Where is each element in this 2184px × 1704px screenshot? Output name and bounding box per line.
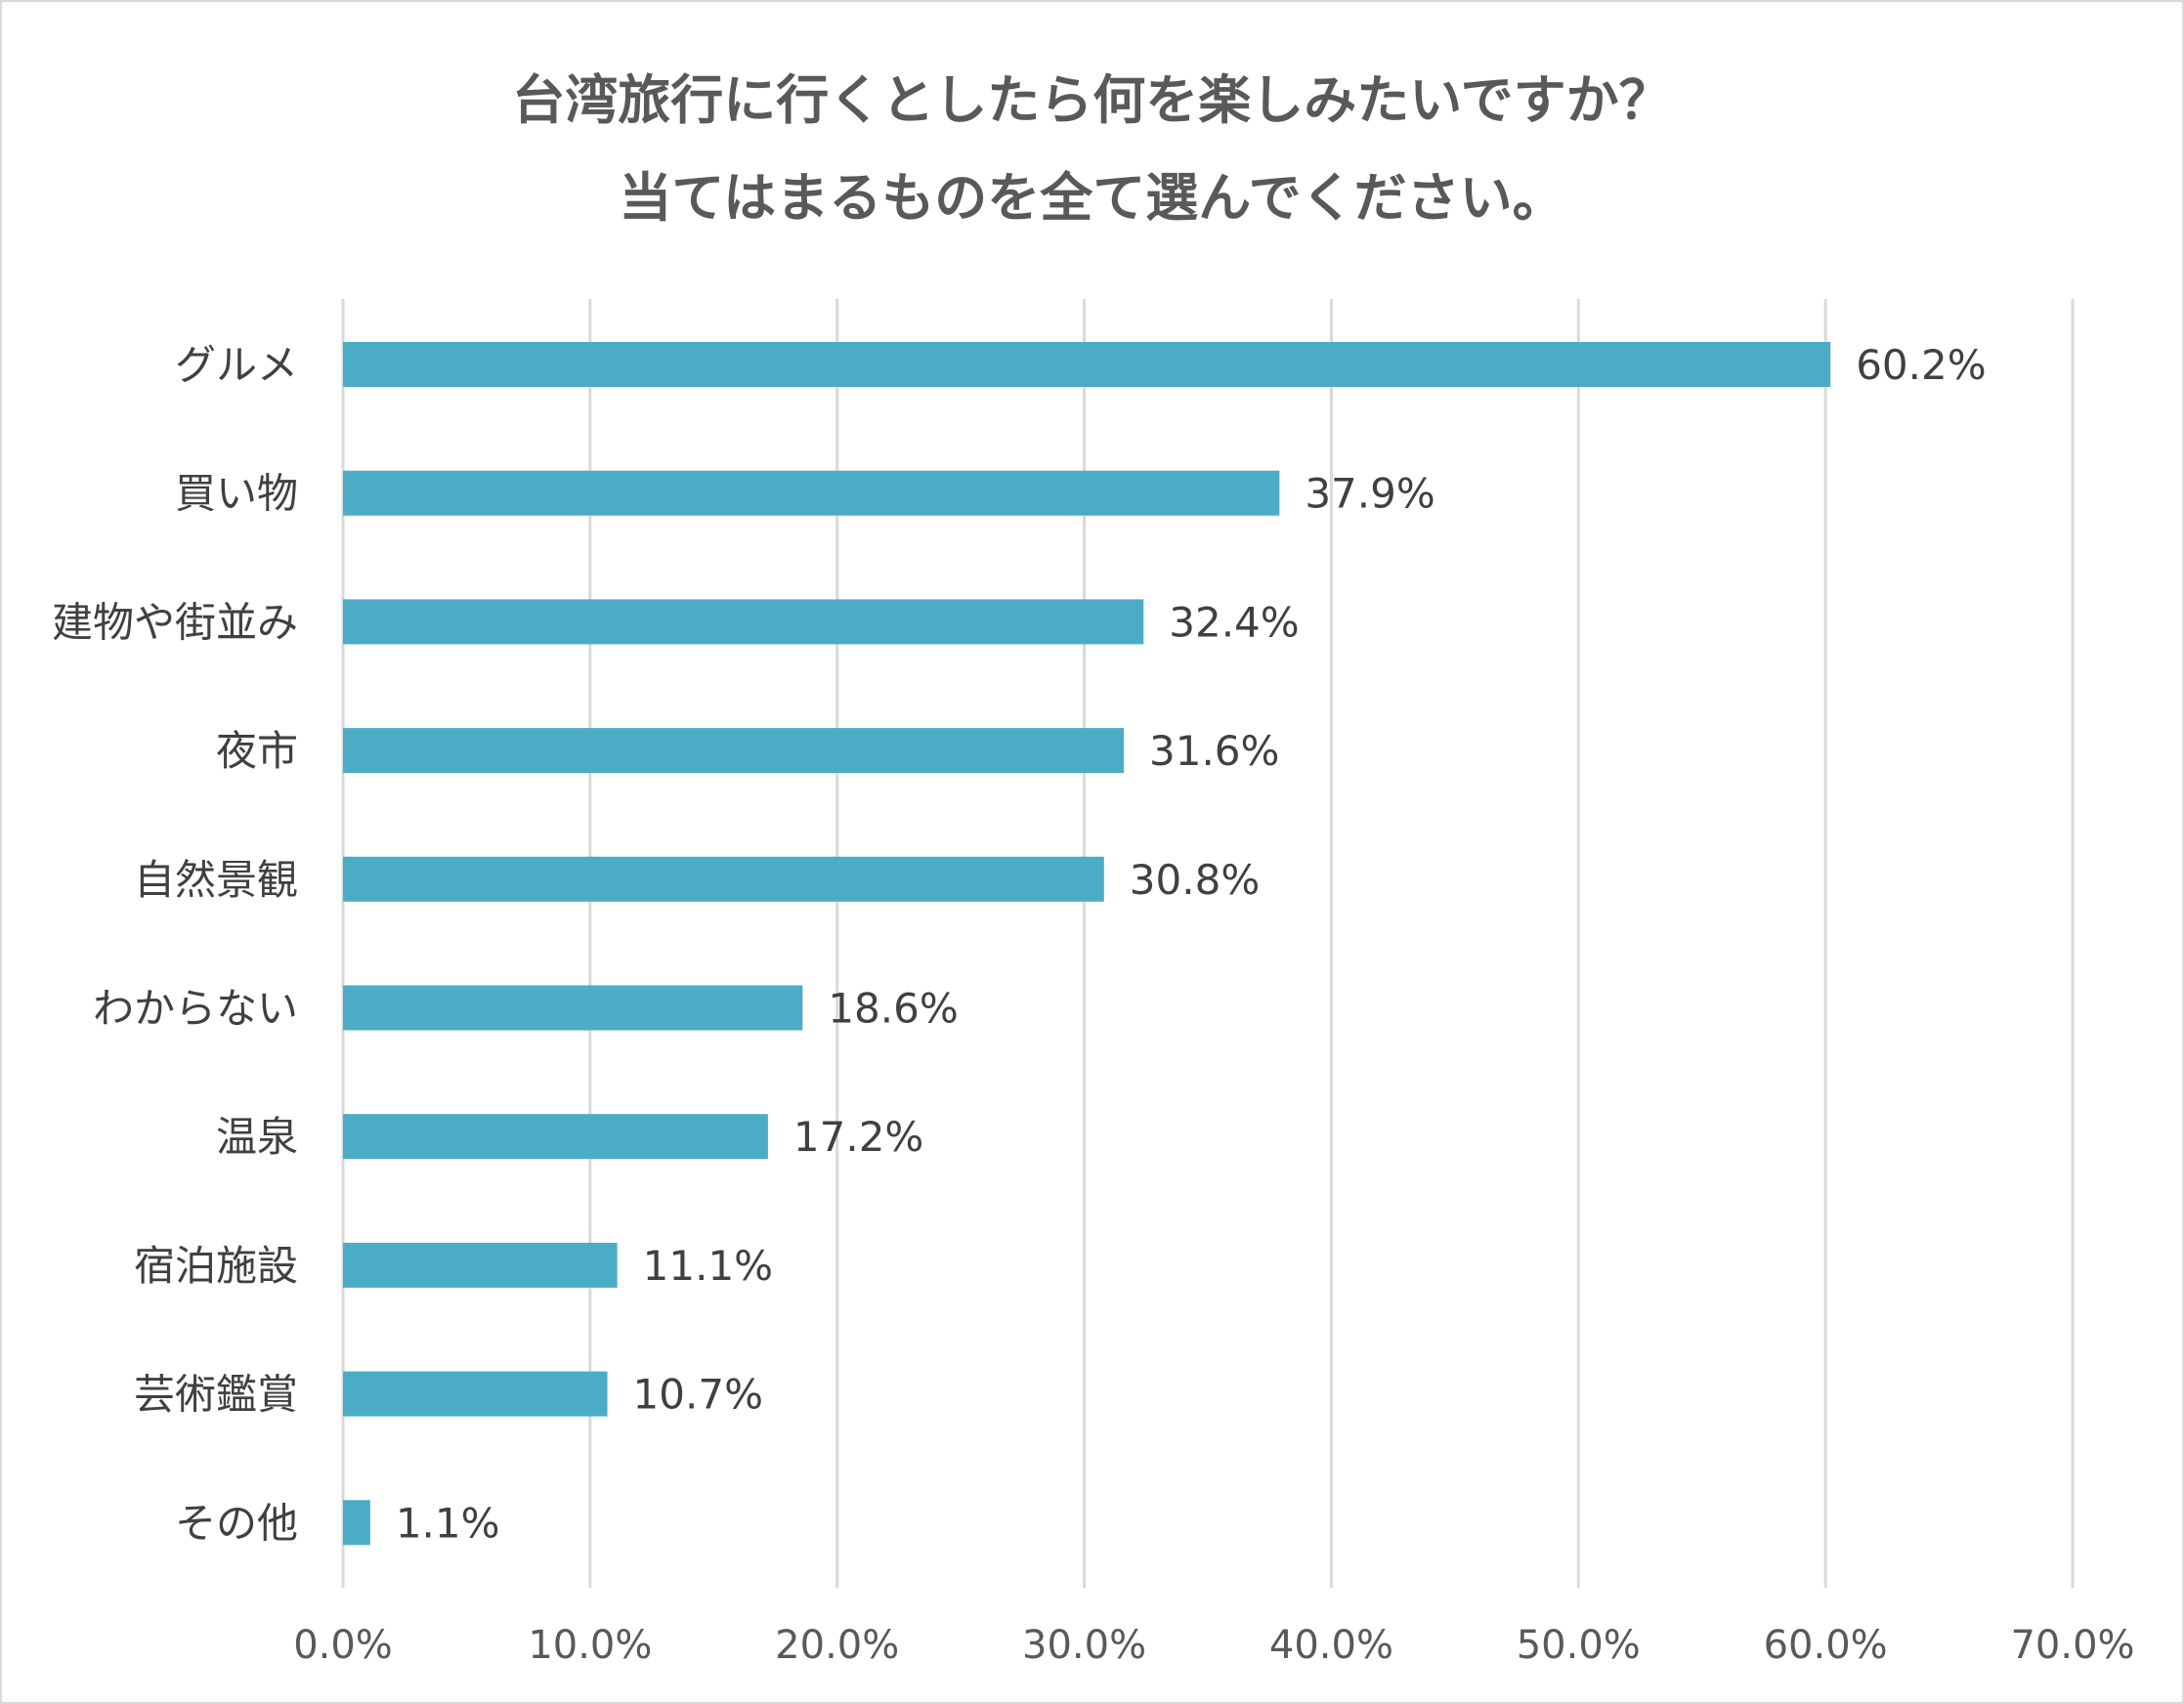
category-label: 夜市 xyxy=(216,727,298,775)
category-label: グルメ xyxy=(175,341,298,389)
data-label: 10.7% xyxy=(633,1371,763,1419)
chart-title-line-2: 当てはまるものを全て選んでください。 xyxy=(619,167,1565,229)
bar xyxy=(343,599,1144,645)
category-label: 宿泊施設 xyxy=(134,1242,298,1290)
data-label: 32.4% xyxy=(1169,598,1299,646)
bar xyxy=(343,470,1280,516)
x-tick-label: 60.0% xyxy=(1764,1623,1888,1668)
x-tick-label: 30.0% xyxy=(1022,1623,1146,1668)
data-label: 31.6% xyxy=(1149,727,1279,775)
x-tick-label: 10.0% xyxy=(528,1623,652,1668)
bar xyxy=(343,728,1125,774)
bar xyxy=(343,342,1831,387)
data-label: 18.6% xyxy=(828,985,958,1033)
data-label: 60.2% xyxy=(1856,341,1986,389)
bar xyxy=(343,1500,370,1546)
category-label: 温泉 xyxy=(216,1113,298,1161)
x-tick-label: 40.0% xyxy=(1269,1623,1393,1668)
category-label: 買い物 xyxy=(175,470,298,518)
bar xyxy=(343,1371,608,1417)
category-label: その他 xyxy=(175,1499,298,1547)
category-label: 自然景観 xyxy=(134,856,298,904)
chart-title-line-1: 台湾旅行に行くとしたら何を楽しみたいですか？ xyxy=(512,69,1672,131)
x-tick-label: 20.0% xyxy=(775,1623,899,1668)
bar xyxy=(343,985,803,1031)
x-tick-label: 50.0% xyxy=(1517,1623,1641,1668)
data-label: 37.9% xyxy=(1305,470,1435,518)
bar xyxy=(343,856,1104,902)
bar xyxy=(343,1114,768,1160)
category-label: 建物や街並み xyxy=(52,598,298,646)
category-label: わからない xyxy=(93,985,298,1033)
data-label: 11.1% xyxy=(643,1242,773,1290)
x-tick-label: 70.0% xyxy=(2010,1623,2134,1668)
x-tick-label: 0.0% xyxy=(293,1623,393,1668)
category-label: 芸術鑑賞 xyxy=(134,1371,298,1419)
data-label: 30.8% xyxy=(1130,856,1260,904)
data-label: 1.1% xyxy=(396,1499,500,1547)
bar xyxy=(343,1242,618,1288)
data-label: 17.2% xyxy=(793,1113,923,1161)
